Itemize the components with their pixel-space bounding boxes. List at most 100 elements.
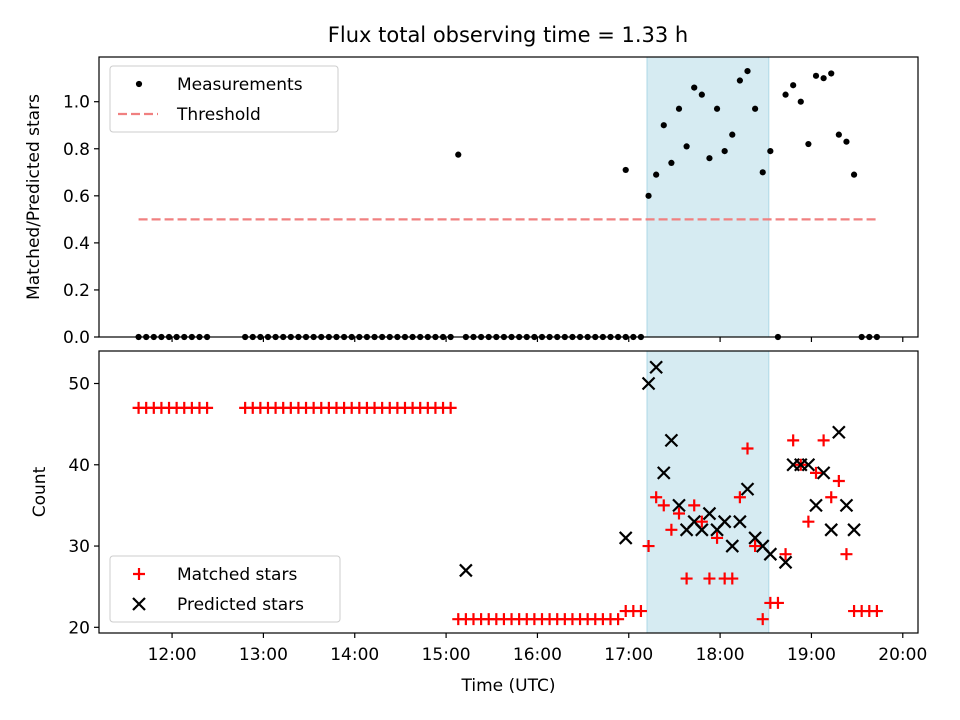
bottom-y-tick-label: 30 (68, 537, 90, 557)
measurement-point (767, 148, 774, 155)
legend-label: Predicted stars (177, 595, 304, 615)
top-y-tick-label: 0.4 (63, 234, 90, 254)
matched-star-point (749, 540, 762, 553)
bottom-legend: Matched stars Predicted stars (109, 555, 341, 623)
x-axis-label: Time (UTC) (461, 676, 556, 696)
top-y-tick-label: 0.0 (63, 328, 90, 348)
predicted-star-point (832, 425, 846, 440)
measurement-point (455, 151, 462, 158)
matched-star-point (810, 466, 823, 479)
matched-star-point (840, 548, 853, 561)
measurement-point (675, 105, 683, 112)
top-legend: Measurements Threshold (109, 65, 339, 133)
predicted-star-point (839, 498, 854, 513)
predicted-star-point (763, 547, 778, 561)
predicted-star-point (809, 498, 823, 513)
measurement-point (683, 143, 690, 150)
bottom-y-axis-label: Count (30, 466, 50, 517)
measurement-point (668, 159, 675, 166)
bottom-panel-count-plot: 12:00 13:00 14:00 15:00 16:00 17:00 18:00 19:00… (30, 350, 927, 696)
legend-label: Threshold (176, 105, 261, 125)
predicted-star-point (618, 531, 633, 545)
legend-label: Matched stars (177, 565, 297, 585)
measurement-point (835, 131, 842, 138)
top-y-tick-label: 0.2 (63, 281, 90, 301)
matched-star-point (642, 540, 655, 553)
measurement-point (698, 91, 705, 98)
legend-predicted-swatch (132, 597, 146, 611)
predicted-star-point (641, 376, 656, 391)
measurement-point (622, 166, 629, 174)
measurement-point (797, 98, 804, 105)
matched-star-point (756, 613, 769, 626)
measurement-point (721, 148, 728, 155)
matched-star-point (726, 572, 739, 585)
matched-star-point (802, 515, 815, 528)
matched-star-point (201, 401, 214, 414)
matched-star-point (680, 572, 693, 585)
measurement-point (843, 138, 850, 145)
measurement-point (729, 131, 736, 138)
measurement-point (713, 105, 721, 112)
measurement-point (850, 171, 858, 178)
matched-star-point (688, 499, 701, 512)
predicted-star-point (664, 433, 679, 448)
matched-star-point (612, 613, 625, 626)
matched-star-point (444, 401, 457, 414)
top-y-tick-label: 1.0 (63, 93, 90, 113)
measurement-point (653, 171, 660, 178)
measurement-point (828, 70, 835, 77)
matched-star-point (665, 523, 678, 536)
top-y-tick-label: 0.6 (63, 187, 90, 207)
bottom-axes-frame (98, 350, 919, 634)
bottom-shaded-window (647, 351, 769, 633)
matched-star-point (634, 605, 647, 618)
matched-star-point (832, 475, 845, 488)
predicted-star-point (725, 539, 740, 553)
predicted-star-point (801, 457, 816, 472)
predicted-star-point (702, 506, 717, 521)
predicted-star-point (695, 523, 709, 537)
measurement-point (812, 72, 820, 79)
legend-measurement-swatch (135, 80, 143, 88)
predicted-star-point (778, 555, 793, 570)
top-y-tick-label: 0.8 (63, 140, 90, 160)
x-tick-label: 19:00 (787, 645, 836, 665)
top-legend-box (109, 65, 339, 133)
predicted-star-point (459, 563, 473, 578)
matched-star-point (779, 548, 792, 561)
legend-label: Measurements (177, 75, 303, 95)
matched-star-point (657, 499, 670, 512)
bottom-y-tick-label: 20 (68, 618, 90, 638)
top-axes-frame (98, 56, 919, 338)
measurement-point (759, 169, 766, 176)
x-tick-label: 16:00 (513, 645, 562, 665)
x-tick-label: 20:00 (878, 645, 927, 665)
matched-star-point (672, 507, 685, 520)
matched-star-point (870, 605, 883, 618)
matched-star-point (650, 491, 663, 504)
x-tick-label: 13:00 (239, 645, 288, 665)
measurement-point (790, 82, 797, 89)
measurement-point (820, 75, 827, 82)
predicted-star-point (733, 514, 747, 529)
matched-star-point (703, 572, 716, 585)
measurement-point (782, 91, 789, 98)
bottom-y-tick-label: 50 (68, 375, 90, 395)
predicted-star-point (656, 466, 671, 480)
predicted-star-point (717, 514, 732, 529)
predicted-star-point (816, 466, 831, 480)
x-tick-label: 17:00 (604, 645, 653, 665)
bottom-legend-box (109, 555, 341, 623)
measurement-point (752, 105, 759, 112)
matched-star-point (771, 596, 784, 609)
measurement-point (645, 192, 652, 199)
predicted-star-point (740, 482, 755, 496)
predicted-star-point (649, 360, 663, 375)
x-tick-label: 14:00 (330, 645, 379, 665)
matched-star-point (787, 434, 800, 447)
x-tick-label: 15:00 (422, 645, 471, 665)
predicted-star-point (847, 523, 861, 537)
measurement-point (744, 68, 751, 75)
